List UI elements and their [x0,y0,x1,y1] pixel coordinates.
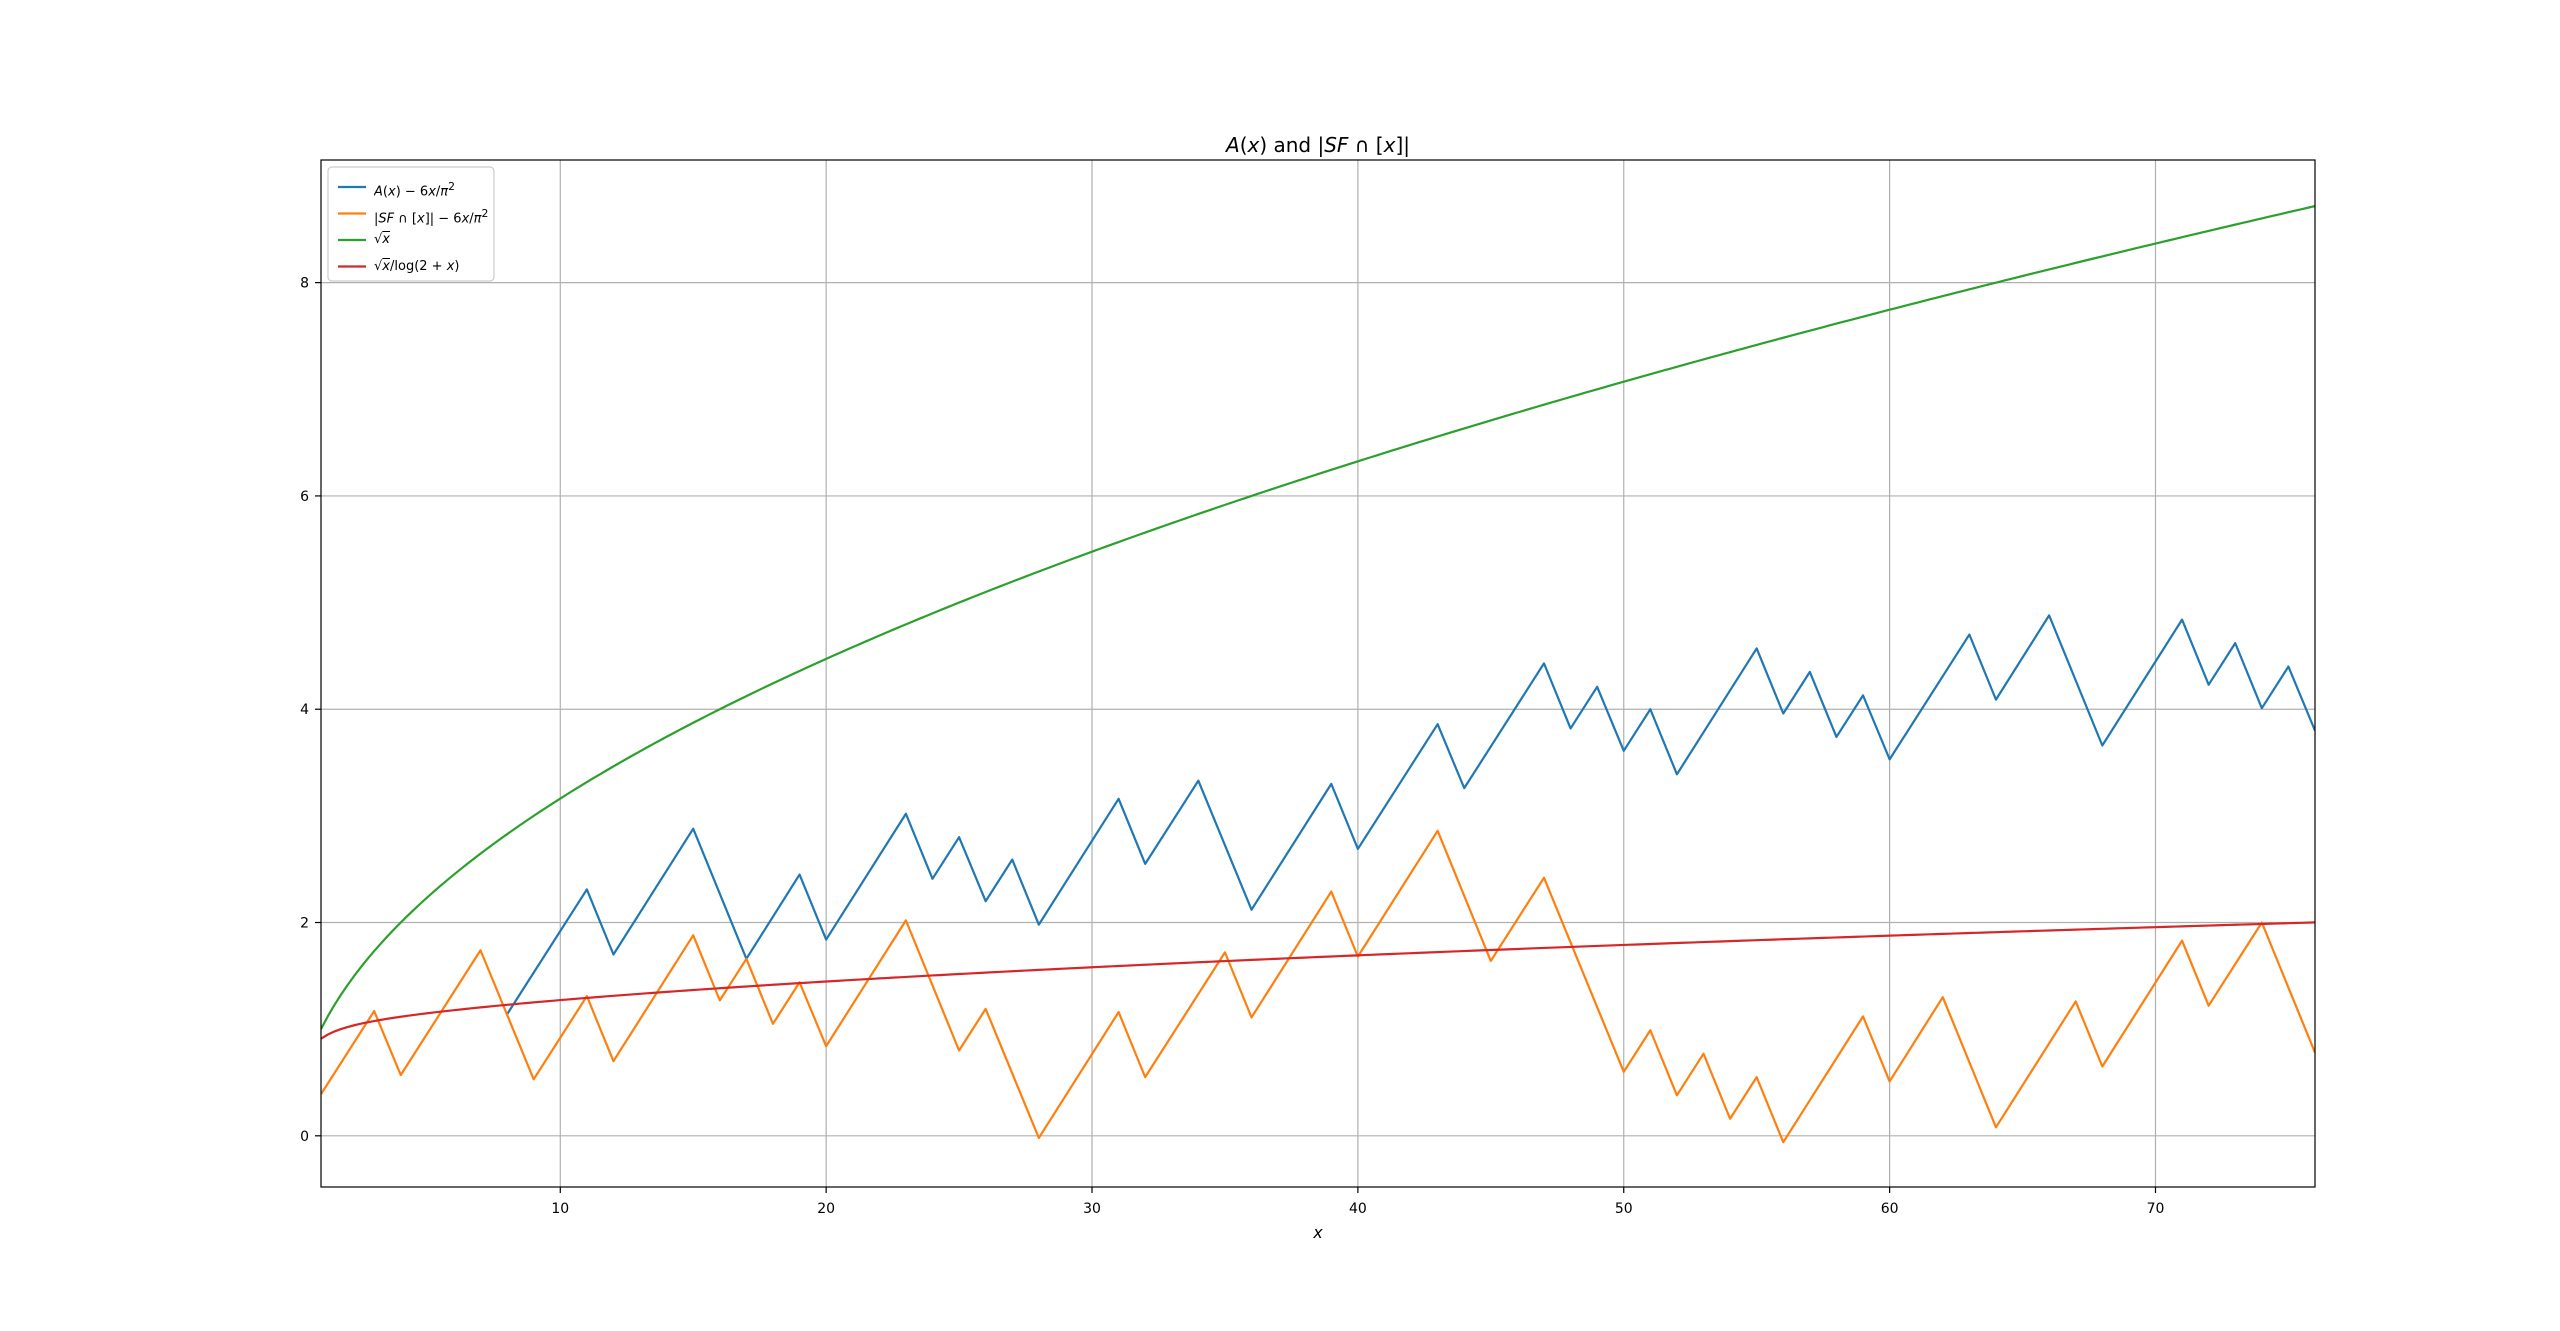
legend-label: √x [374,232,390,247]
y-tick-label: 0 [300,1129,309,1145]
plot-frame [320,159,2316,1188]
x-tick-label: 50 [1615,1201,1633,1217]
legend: A(x) − 6x/π2 |SF ∩ [x]| − 6x/π2 √x √x/log(2… [327,166,495,282]
legend-entry: √x/log(2 + x) [374,258,460,274]
series-line-1 [506,614,2315,1015]
y-tick-label: 2 [300,916,309,932]
legend-label: A(x) − 6x/π2 [374,180,455,199]
legend-entry: A(x) − 6x/π2 [374,180,455,199]
y-tick-label: 6 [300,489,309,505]
series-line-3 [321,205,2315,1030]
x-tick-label: 20 [817,1201,835,1217]
legend-entry: √x [374,232,390,247]
x-tick-label: 40 [1349,1201,1367,1217]
x-tick-label: 70 [2147,1201,2165,1217]
y-tick-label: 4 [300,702,309,718]
series-line-2 [321,829,2315,1144]
legend-label: √x/log(2 + x) [374,258,460,274]
grid-lines [321,160,2315,1187]
y-tick-label: 8 [300,276,309,292]
axis-ticks: 10 20 30 40 50 60 70 0 2 4 6 8 [300,276,2164,1217]
series-layer [321,205,2315,1144]
legend-entry: |SF ∩ [x]| − 6x/π2 [374,206,489,226]
legend-label: |SF ∩ [x]| − 6x/π2 [374,206,489,226]
x-tick-label: 30 [1083,1201,1101,1217]
legend-box [327,166,495,282]
series-line-4 [321,921,2315,1040]
chart-title: A(x) and |SF ∩ [x]| [1224,133,1410,157]
x-tick-label: 10 [551,1201,569,1217]
x-tick-label: 60 [1881,1201,1899,1217]
x-axis-label: x [1312,1223,1323,1242]
